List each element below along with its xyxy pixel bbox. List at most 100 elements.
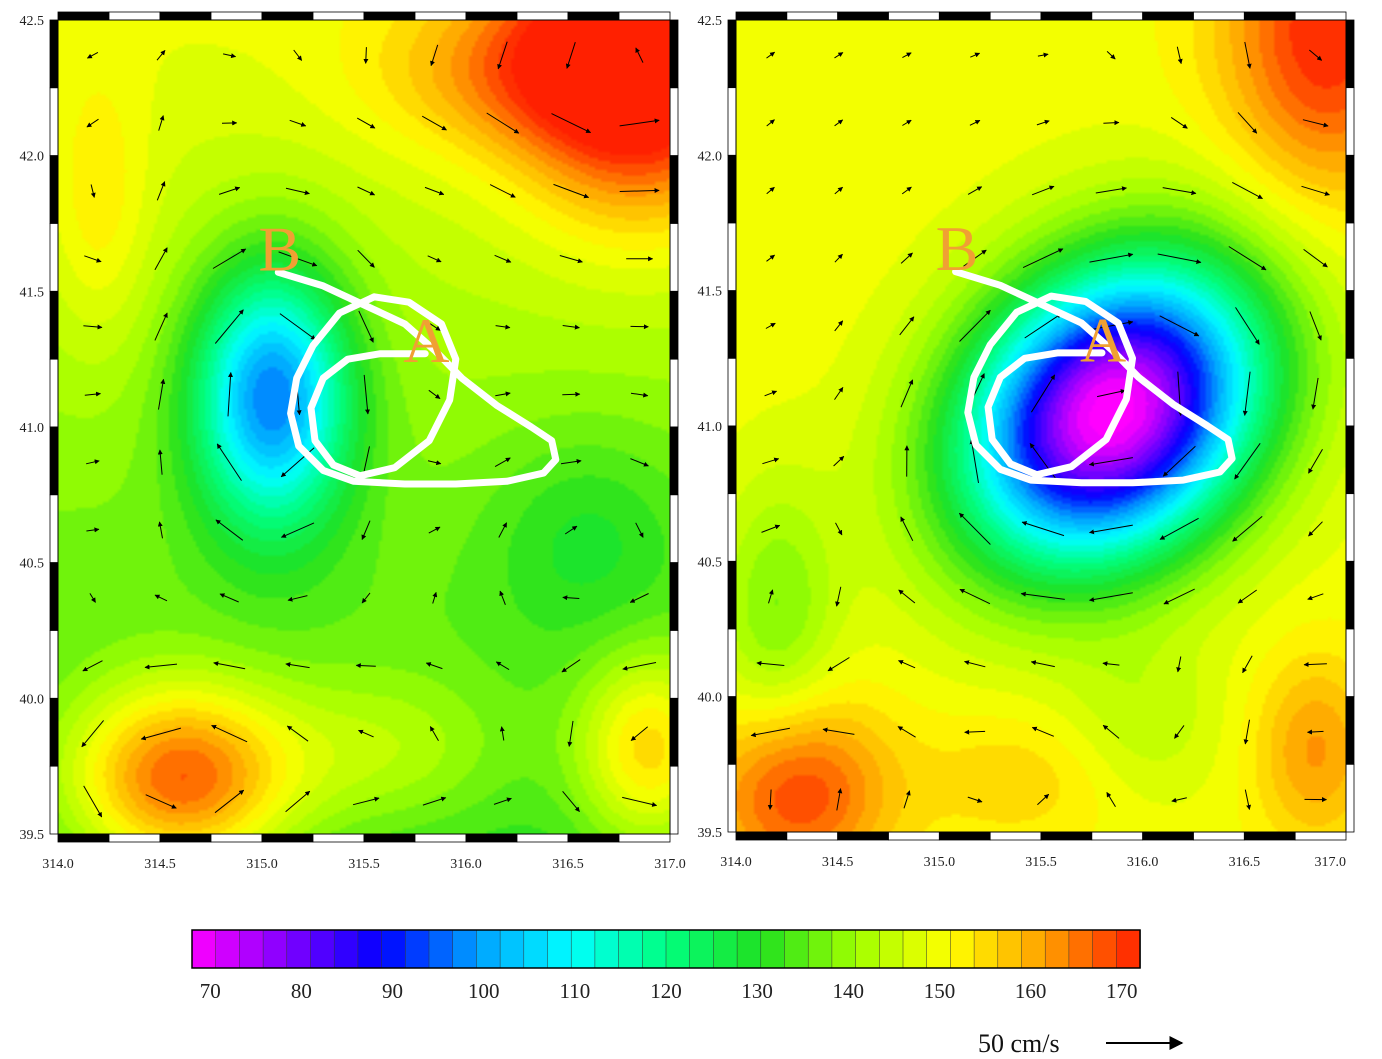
frame-segment	[727, 628, 737, 698]
frame-segment	[938, 11, 991, 21]
frame-segment	[516, 11, 569, 21]
velocity-vector	[422, 796, 447, 806]
velocity-vector	[222, 53, 237, 59]
velocity-vector	[489, 184, 516, 198]
velocity-vector	[83, 324, 103, 330]
frame-segment	[727, 357, 737, 427]
frame-segment	[888, 831, 940, 841]
velocity-vector	[1237, 112, 1258, 134]
colorbar-cell	[594, 929, 620, 969]
velocity-vector	[1031, 726, 1054, 737]
velocity-vector	[358, 729, 374, 738]
frame-segment	[727, 763, 737, 833]
velocity-vector	[1102, 661, 1120, 667]
frame-segment	[49, 494, 59, 564]
velocity-vector	[766, 119, 775, 127]
velocity-vector	[629, 593, 649, 603]
velocity-vector	[1089, 592, 1133, 602]
velocity-vector	[361, 592, 371, 604]
frame-segment	[1040, 831, 1093, 841]
velocity-vector	[1089, 320, 1134, 331]
frame-segment	[414, 11, 467, 21]
frame-segment	[567, 11, 620, 21]
frame-segment	[669, 697, 679, 767]
frame-segment	[57, 833, 110, 843]
colorbar-outline	[191, 929, 1141, 969]
velocity-vector	[145, 794, 177, 809]
frame-segment	[669, 562, 679, 631]
velocity-vector	[216, 443, 242, 481]
velocity-vector	[622, 662, 657, 671]
velocity-vector	[495, 391, 511, 397]
velocity-vector	[903, 790, 911, 809]
colorbar-cell	[215, 929, 241, 969]
velocity-vector	[158, 378, 166, 410]
velocity-vector	[154, 312, 168, 341]
right-x-tick-labels: 314.0 314.5 315.0 315.5 316.0 316.5 317.0	[720, 855, 1346, 870]
velocity-vector	[499, 726, 505, 741]
vector-scale-label: 50 cm/s	[978, 1029, 1060, 1058]
velocity-vector	[899, 316, 915, 336]
velocity-vector	[156, 50, 166, 61]
right-speed-heatmap	[736, 20, 1346, 832]
velocity-vector	[1103, 120, 1120, 126]
velocity-vector	[154, 247, 168, 271]
velocity-vector	[559, 255, 583, 264]
velocity-vector	[1020, 591, 1065, 600]
frame-segment	[159, 833, 212, 843]
velocity-vector	[834, 186, 843, 195]
x-tick-label: 314.0	[720, 855, 752, 870]
velocity-vector	[154, 594, 168, 602]
velocity-vector	[1102, 724, 1120, 739]
colorbar-cell	[381, 929, 407, 969]
velocity-vector	[630, 458, 649, 467]
frame-segment	[1345, 560, 1355, 630]
right-velocity-vectors	[750, 41, 1330, 811]
velocity-vector	[756, 660, 785, 666]
frame-segment	[938, 831, 991, 841]
velocity-vector	[1021, 521, 1065, 537]
velocity-vector	[970, 52, 981, 58]
colorbar-cell	[239, 929, 264, 969]
velocity-vector	[427, 460, 442, 466]
frame-segment	[49, 155, 59, 224]
velocity-vector	[833, 456, 845, 467]
frame-segment	[989, 11, 1042, 21]
colorbar-cell	[950, 929, 975, 969]
velocity-vector	[218, 186, 241, 195]
velocity-vector	[619, 188, 660, 194]
velocity-vector	[969, 439, 979, 483]
vector-scale: 50 cm/s	[978, 1029, 1184, 1058]
velocity-vector	[827, 657, 850, 672]
frame-segment	[1345, 87, 1355, 156]
velocity-vector	[834, 52, 844, 59]
velocity-vector	[86, 118, 99, 128]
colorbar-cell	[689, 929, 715, 969]
velocity-vector	[1024, 313, 1062, 339]
colorbar-cell	[357, 929, 383, 969]
velocity-vector	[1031, 185, 1055, 196]
right-map-frame	[727, 11, 1355, 841]
velocity-vector	[144, 663, 178, 670]
frame-segment	[108, 833, 161, 843]
velocity-vector	[428, 526, 441, 534]
velocity-vector	[1234, 443, 1261, 480]
colorbar-tick-label: 150	[924, 979, 956, 1003]
frame-segment	[49, 765, 59, 835]
frame-segment	[989, 831, 1042, 841]
frame-segment	[669, 426, 679, 496]
velocity-vector	[1088, 457, 1133, 467]
velocity-vector	[493, 797, 512, 805]
colorbar-cell	[547, 929, 572, 969]
frame-segment	[49, 223, 59, 292]
velocity-vector	[1308, 521, 1323, 537]
frame-segment	[1091, 831, 1144, 841]
colorbar-cell	[807, 929, 833, 969]
frame-segment	[669, 223, 679, 292]
colorbar-cell	[499, 929, 525, 969]
velocity-vector	[86, 527, 100, 533]
velocity-vector	[432, 591, 438, 604]
frame-segment	[312, 833, 365, 843]
right-y-tick-labels: 39.5 40.0 40.5 41.0 41.5 42.0 42.5	[698, 14, 723, 841]
velocity-vector	[1242, 655, 1253, 674]
